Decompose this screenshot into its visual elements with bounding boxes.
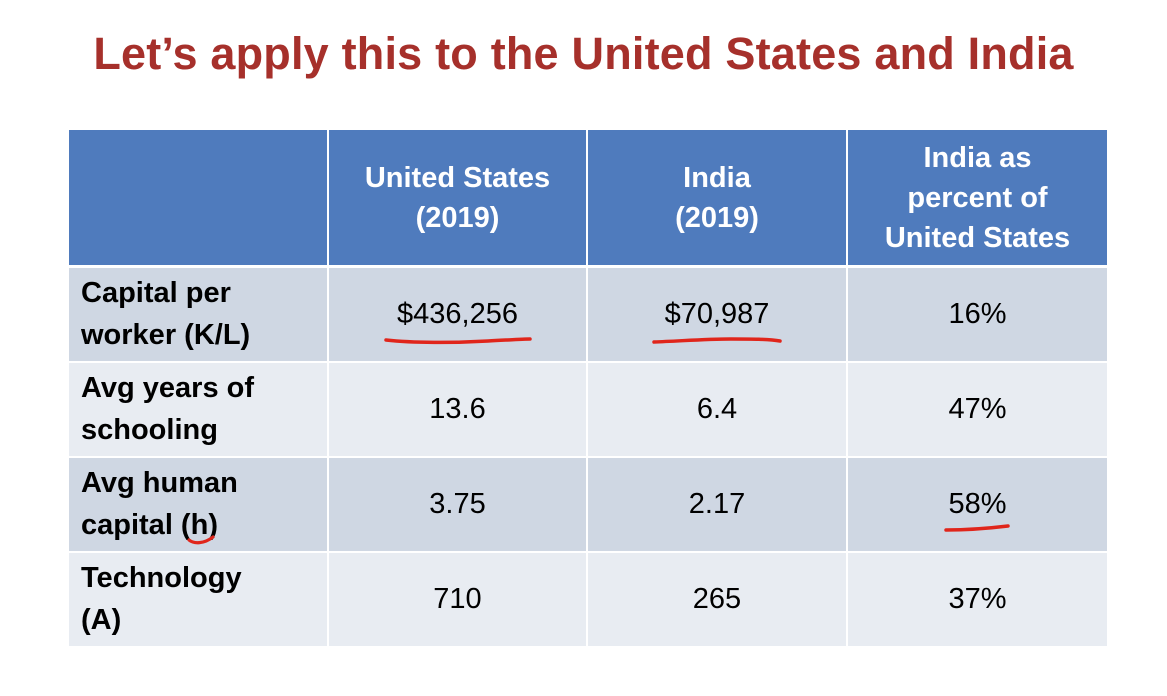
cell-technology-us: 710 [328,551,588,648]
header-india: India (2019) [587,130,848,268]
cell-capital-pct: 16% [847,266,1107,363]
cell-technology-india: 265 [587,551,848,648]
cell-technology-pct: 37% [847,551,1107,648]
header-pct-line1: India as [923,141,1032,174]
header-us-line2: (2019) [415,201,500,234]
row-label-human-capital: Avg human capital (h) [69,456,329,553]
value-text: 58% [948,487,1007,520]
header-india-percent: India as percent of United States [847,130,1107,268]
value-text: $436,256 [397,297,518,330]
row-label-line1: Capital per [81,277,231,310]
handwritten-underline-mark [652,336,782,344]
cell-human-capital-pct: 58% [847,456,1107,553]
comparison-table: United States (2019) India (2019) India … [69,130,1107,648]
row-label-line2: (A) [81,604,122,636]
cell-capital-us: $436,256 [328,266,588,363]
cell-schooling-pct: 47% [847,361,1107,458]
handwritten-underline-mark [383,337,532,344]
row-label-capital-per-worker: Capital per worker (K/L) [69,266,329,363]
row-label-line2: schooling [81,414,218,446]
value-text: $70,987 [664,297,770,330]
row-label-line1: Technology [81,562,242,594]
header-united-states: United States (2019) [328,130,588,268]
row-label-line2-prefix: capital ( [81,509,191,541]
row-label-line2: worker (K/L) [81,319,251,352]
header-india-line2: (2019) [675,201,759,234]
cell-schooling-india: 6.4 [587,361,848,458]
header-pct-line3: United States [884,221,1071,254]
cell-human-capital-us: 3.75 [328,456,588,553]
underlined-value: 58% [944,487,1011,532]
header-pct-line2: percent of [907,181,1048,214]
underlined-variable: h [187,504,215,546]
header-blank-cell [69,130,329,268]
variable-h: h [190,509,209,541]
row-label-line1: Avg years of [81,372,254,404]
underlined-value: $70,987 [652,297,782,344]
header-row: United States (2019) India (2019) India … [69,130,1107,268]
header-us-line1: United States [364,161,551,194]
cell-capital-india: $70,987 [587,266,848,363]
row-label-years-of-schooling: Avg years of schooling [69,361,329,458]
cell-human-capital-india: 2.17 [587,456,848,553]
table-row-capital-per-worker: Capital per worker (K/L) $436,256 $70,98… [69,266,1107,363]
row-label-line1: Avg human [81,467,238,499]
cell-schooling-us: 13.6 [328,361,588,458]
row-label-line2-suffix: ) [208,509,218,541]
handwritten-underline-mark [944,523,1011,532]
table-row-years-of-schooling: Avg years of schooling 13.6 6.4 47% [69,361,1107,458]
header-india-line1: India [683,161,751,194]
row-label-technology: Technology (A) [69,551,329,648]
slide-title: Let’s apply this to the United States an… [93,28,1074,79]
table-row-technology: Technology (A) 710 265 37% [69,551,1107,648]
table-row-human-capital: Avg human capital (h) 3.75 2.17 58% [69,456,1107,553]
underlined-value: $436,256 [383,297,532,344]
